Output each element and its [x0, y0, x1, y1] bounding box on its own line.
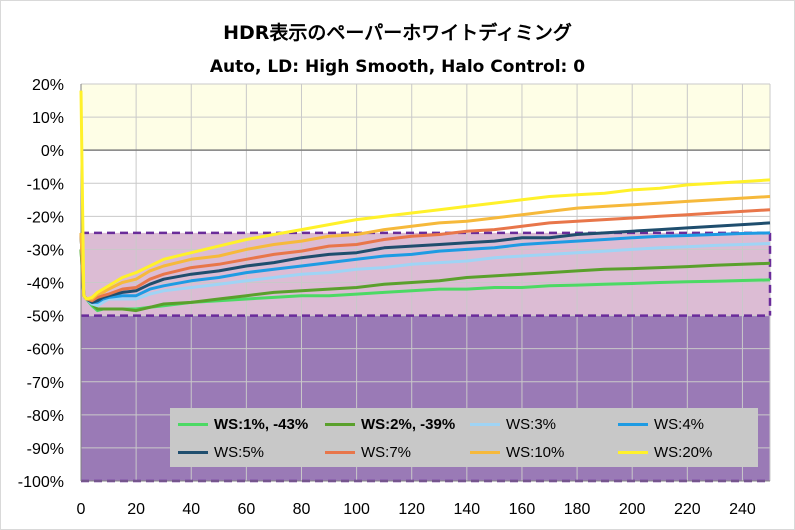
legend-item: WS:20%: [618, 442, 712, 462]
y-tick-label: -90%: [27, 441, 64, 458]
legend-swatch: [325, 422, 355, 426]
x-tick-label: 180: [564, 501, 591, 518]
legend-swatch: [325, 450, 355, 454]
x-tick-label: 20: [127, 501, 145, 518]
legend-label: WS:10%: [506, 443, 565, 461]
y-tick-label: -40%: [27, 276, 64, 293]
legend-label: WS:3%: [506, 415, 557, 433]
legend-label: WS:5%: [214, 443, 265, 461]
chart-legend: WS:1%, -43% WS:2%, -39% WS:3% WS:4% WS:5% WS:…: [170, 408, 758, 467]
x-tick-label: 120: [398, 501, 425, 518]
legend-item: WS:10%: [470, 442, 564, 462]
legend-item: WS:1%, -43%: [178, 414, 308, 434]
x-tick-label: 40: [182, 501, 200, 518]
legend-swatch: [618, 450, 648, 454]
y-tick-label: -10%: [27, 176, 64, 193]
legend-swatch: [470, 422, 500, 426]
series-line-3: [79, 232, 771, 308]
x-tick-label: 80: [293, 501, 311, 518]
x-tick-label: 160: [509, 501, 536, 518]
legend-label: WS:1%, -43%: [214, 415, 309, 433]
x-tick-label: 100: [343, 501, 370, 518]
y-tick-label: -50%: [27, 309, 64, 326]
series-line-8: [79, 90, 771, 301]
legend-swatch: [618, 422, 648, 426]
y-tick-label: -20%: [27, 209, 64, 226]
series-line-5: [79, 221, 771, 304]
y-tick-label: -100%: [18, 474, 64, 491]
legend-item: WS:4%: [618, 414, 704, 434]
y-tick-label: -30%: [27, 242, 64, 259]
series-line-2: [79, 249, 771, 313]
legend-swatch: [470, 450, 500, 454]
x-tick-label: 200: [619, 501, 646, 518]
y-tick-label: -60%: [27, 342, 64, 359]
series-line-4: [79, 231, 771, 304]
legend-item: WS:7%: [325, 442, 411, 462]
x-tick-label: 0: [77, 501, 86, 518]
series-line-6: [79, 208, 771, 303]
legend-item: WS:2%, -39%: [325, 414, 455, 434]
chart-title: HDR表示のペーパーホワイトディミング: [223, 22, 572, 44]
chart-subtitle: Auto, LD: High Smooth, Halo Control: 0: [209, 57, 586, 77]
y-tick-label: -80%: [27, 408, 64, 425]
legend-label: WS:7%: [361, 443, 412, 461]
y-tick-label: 20%: [32, 77, 64, 94]
legend-label: WS:20%: [654, 443, 713, 461]
y-tick-label: 10%: [32, 110, 64, 127]
legend-label: WS:4%: [654, 415, 705, 433]
band-1: [81, 150, 770, 233]
series-line-7: [79, 195, 771, 301]
y-tick-label: -70%: [27, 375, 64, 392]
legend-label: WS:2%, -39%: [361, 415, 456, 433]
x-tick-label: 140: [453, 501, 480, 518]
x-tick-label: 240: [729, 501, 756, 518]
legend-item: WS:3%: [470, 414, 556, 434]
y-tick-label: 0%: [41, 143, 64, 160]
legend-swatch: [178, 422, 208, 426]
x-tick-label: 60: [237, 501, 255, 518]
legend-item: WS:5%: [178, 442, 264, 462]
x-tick-label: 220: [674, 501, 701, 518]
legend-swatch: [178, 450, 208, 454]
